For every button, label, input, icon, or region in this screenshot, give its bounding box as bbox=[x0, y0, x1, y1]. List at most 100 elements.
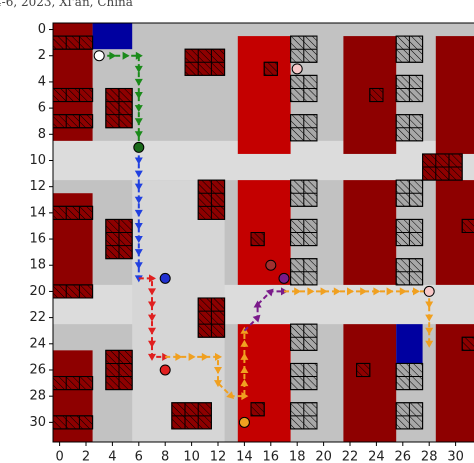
route-arrow bbox=[240, 352, 249, 360]
route-arrow bbox=[134, 105, 143, 113]
route-arrow bbox=[134, 183, 143, 191]
plot-frame bbox=[52, 22, 474, 443]
route-arrow bbox=[413, 287, 420, 296]
route-arrow bbox=[134, 170, 143, 178]
route-arrow bbox=[149, 274, 156, 283]
route-arrow bbox=[226, 391, 235, 399]
route-arrow bbox=[399, 287, 407, 296]
route-arrow bbox=[425, 314, 434, 322]
route-arrow bbox=[134, 157, 143, 165]
x-tick-label: 6 bbox=[135, 450, 143, 463]
route-arrow bbox=[148, 314, 156, 322]
route-arrow bbox=[333, 287, 341, 296]
y-tick-label: 24 bbox=[29, 336, 46, 351]
y-tick-label: 10 bbox=[29, 153, 46, 168]
route-arrow bbox=[253, 300, 262, 308]
route-arrow bbox=[425, 301, 434, 309]
obstacle-hatch bbox=[53, 87, 94, 103]
y-tick-label: 6 bbox=[38, 101, 46, 116]
waypoint bbox=[265, 259, 277, 271]
route-arrow bbox=[215, 352, 222, 361]
route-arrow bbox=[122, 51, 130, 60]
route-arrow bbox=[214, 366, 222, 374]
x-tick-label: 20 bbox=[315, 450, 332, 463]
route-arrow bbox=[240, 365, 249, 373]
route-arrow bbox=[347, 287, 354, 296]
route-arrow bbox=[134, 118, 143, 126]
y-tick-label: 16 bbox=[29, 232, 46, 247]
zone bbox=[396, 324, 423, 364]
route bbox=[243, 290, 284, 332]
zone bbox=[92, 23, 133, 50]
route-arrow bbox=[134, 78, 143, 86]
obstacle-hatch bbox=[250, 232, 265, 247]
obstacle-hatch bbox=[53, 205, 94, 220]
y-tick-label: 22 bbox=[29, 310, 46, 325]
y-tick-label: 8 bbox=[38, 127, 46, 142]
zone bbox=[343, 180, 397, 285]
route-arrow bbox=[240, 339, 249, 347]
obstacle-hatch bbox=[53, 284, 94, 299]
route-arrow bbox=[134, 196, 143, 204]
x-tick-label: 26 bbox=[395, 450, 412, 463]
waypoint bbox=[133, 141, 145, 153]
route-arrow bbox=[134, 222, 143, 230]
route-arrow bbox=[109, 51, 117, 60]
route-arrow bbox=[240, 379, 249, 387]
zone bbox=[53, 284, 474, 325]
waypoint bbox=[278, 272, 290, 284]
obstacle-hatch bbox=[53, 415, 94, 430]
route-arrow bbox=[320, 287, 328, 296]
waypoint bbox=[238, 416, 250, 428]
y-tick-label: 30 bbox=[29, 415, 46, 430]
plot-area bbox=[53, 23, 474, 442]
waypoint bbox=[93, 50, 105, 62]
y-tick-label: 2 bbox=[38, 48, 46, 63]
route-arrow bbox=[148, 288, 156, 296]
route-arrow bbox=[134, 249, 143, 257]
waypoint bbox=[159, 272, 171, 284]
y-tick-label: 12 bbox=[29, 179, 46, 194]
route-arrow bbox=[134, 92, 143, 100]
route-arrow bbox=[307, 287, 315, 296]
axes: 0 2 4 6 8 10 12 14 16 18 20 22 24 26 28 300246810121416… bbox=[29, 22, 474, 463]
route-arrow bbox=[134, 209, 143, 217]
y-tick-label: 18 bbox=[29, 258, 46, 273]
route-arrow bbox=[386, 287, 394, 296]
x-tick-label: 28 bbox=[421, 450, 438, 463]
obstacle-hatch bbox=[461, 336, 474, 351]
x-tick-label: 14 bbox=[236, 450, 253, 463]
route-arrow bbox=[360, 287, 368, 296]
x-tick-label: 2 bbox=[82, 450, 90, 463]
x-tick-label: 4 bbox=[108, 450, 116, 463]
waypoint bbox=[423, 285, 435, 297]
route-arrow bbox=[214, 380, 222, 388]
route-arrow bbox=[148, 301, 156, 309]
obstacle-hatch bbox=[369, 87, 384, 103]
route-arrow bbox=[188, 352, 196, 361]
obstacle-hatch bbox=[250, 402, 265, 417]
x-tick-label: 8 bbox=[161, 450, 169, 463]
route-arrow bbox=[134, 262, 143, 270]
route-arrow bbox=[148, 340, 156, 348]
x-tick-label: 24 bbox=[368, 450, 385, 463]
x-tick-label: 10 bbox=[183, 450, 200, 463]
x-tick-label: 16 bbox=[263, 450, 280, 463]
route-arrow bbox=[201, 352, 209, 361]
x-tick-label: 22 bbox=[342, 450, 359, 463]
waypoint bbox=[159, 364, 171, 376]
obstacle-hatch bbox=[53, 35, 94, 50]
zone bbox=[435, 36, 474, 154]
caption: 4-6, 2023, Xi'an, China bbox=[0, 0, 133, 9]
waypoint bbox=[291, 63, 303, 75]
route-arrow bbox=[175, 352, 183, 361]
route-arrow bbox=[425, 327, 434, 335]
y-tick-label: 14 bbox=[29, 205, 46, 220]
route-arrow bbox=[134, 65, 143, 73]
y-tick-label: 4 bbox=[38, 74, 46, 89]
x-tick-label: 12 bbox=[210, 450, 227, 463]
obstacle-hatch bbox=[461, 218, 474, 233]
route-arrow bbox=[373, 287, 381, 296]
y-tick-label: 28 bbox=[29, 389, 46, 404]
